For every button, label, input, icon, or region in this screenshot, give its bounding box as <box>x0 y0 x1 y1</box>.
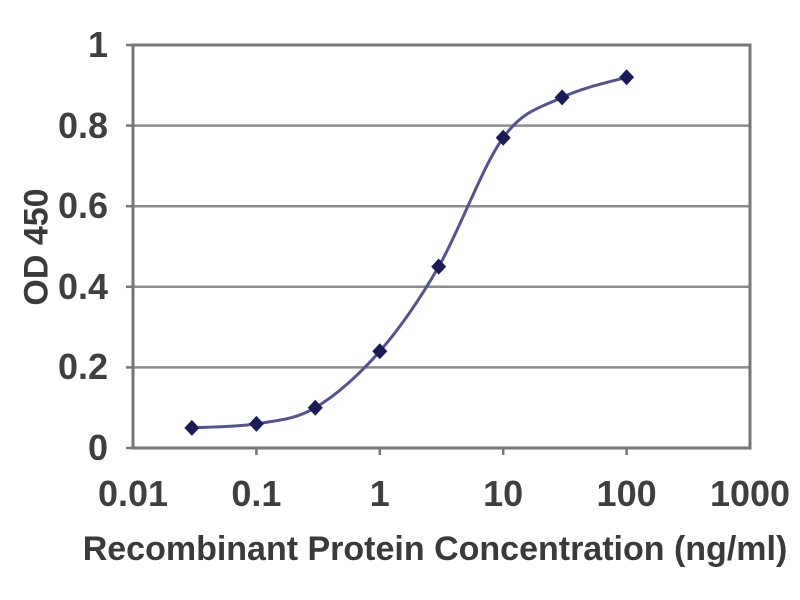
data-point-marker <box>307 399 323 416</box>
y-tick-label: 0 <box>87 427 108 468</box>
y-tick-label: 0.8 <box>57 104 108 146</box>
data-point-marker <box>184 419 200 436</box>
y-tick-label: 0.2 <box>57 346 108 388</box>
x-tick-label: 10 <box>483 473 524 514</box>
x-tick-label: 1000 <box>709 473 791 514</box>
x-tick-label: 0.01 <box>97 473 169 514</box>
x-tick-label: 1 <box>369 473 390 514</box>
y-tick-label: 0.4 <box>57 265 108 307</box>
data-point-marker <box>554 89 570 106</box>
data-point-marker <box>372 343 388 360</box>
plot-border <box>131 43 752 450</box>
data-point-marker <box>248 415 264 432</box>
data-point-marker <box>495 129 511 146</box>
x-tick-label: 0.1 <box>231 473 282 514</box>
data-point-marker <box>619 69 635 86</box>
y-axis-title: OD 450 <box>17 188 56 306</box>
data-point-marker <box>431 258 447 275</box>
y-tick-label: 1 <box>87 24 108 65</box>
od450-curve <box>191 75 628 430</box>
x-axis-title: Recombinant Protein Concentration (ng/ml… <box>82 530 788 568</box>
x-tick-label: 100 <box>596 473 657 514</box>
y-tick-label: 0.6 <box>57 185 108 227</box>
